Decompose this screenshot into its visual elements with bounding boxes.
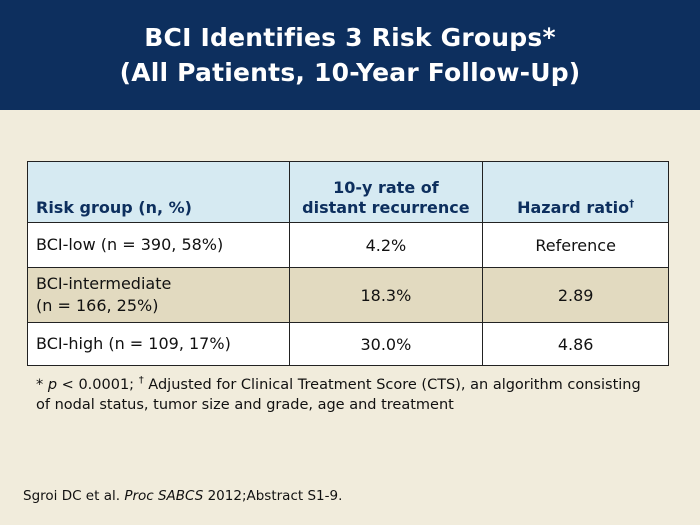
footnote: * p < 0.0001; † Adjusted for Clinical Tr…	[36, 375, 656, 415]
cell-risk-group: BCI-intermediate (n = 166, 25%)	[27, 267, 290, 323]
table-row-bci-low: BCI-low (n = 390, 58%) 4.2% Reference	[27, 222, 669, 268]
citation-journal: Proc SABCS	[124, 488, 204, 504]
table-header-row: Risk group (n, %) 10-y rate of distant r…	[27, 161, 669, 223]
cell-hazard-ratio: Reference	[482, 222, 669, 268]
header-risk-group: Risk group (n, %)	[27, 161, 290, 223]
header-hazard-label: Hazard ratio	[517, 198, 630, 217]
cell-risk-group-line-1: BCI-intermediate	[36, 274, 172, 293]
table-row-bci-high: BCI-high (n = 109, 17%) 30.0% 4.86	[27, 322, 669, 366]
dagger-mark: †	[629, 198, 635, 210]
cell-recurrence-rate: 4.2%	[288, 222, 484, 268]
footnote-star: *	[36, 377, 48, 393]
citation-rest: 2012;Abstract S1-9.	[203, 488, 343, 504]
title-banner: BCI Identifies 3 Risk Groups* (All Patie…	[0, 0, 700, 110]
cell-risk-group-line-2: (n = 166, 25%)	[36, 296, 159, 315]
slide-title-line-1: BCI Identifies 3 Risk Groups*	[144, 23, 556, 52]
footnote-p: p	[47, 377, 58, 393]
cell-risk-group: BCI-high (n = 109, 17%)	[27, 322, 290, 366]
header-recurrence-rate: 10-y rate of distant recurrence	[288, 161, 484, 223]
citation-authors: Sgroi DC et al.	[23, 488, 125, 504]
cell-risk-group: BCI-low (n = 390, 58%)	[27, 222, 290, 268]
cell-hazard-ratio: 4.86	[482, 322, 669, 366]
cell-recurrence-rate: 30.0%	[288, 322, 484, 366]
footnote-p-value: < 0.0001;	[57, 377, 139, 393]
cell-recurrence-rate: 18.3%	[288, 267, 484, 323]
citation: Sgroi DC et al. Proc SABCS 2012;Abstract…	[23, 488, 342, 504]
slide-title-line-2: (All Patients, 10-Year Follow-Up)	[119, 58, 581, 87]
footnote-dagger: †	[138, 375, 144, 387]
header-hazard-ratio: Hazard ratio†	[482, 161, 669, 223]
header-rate-line-1: 10-y rate of	[333, 178, 439, 197]
table-row-bci-intermediate: BCI-intermediate (n = 166, 25%) 18.3% 2.…	[27, 267, 669, 323]
risk-group-table: Risk group (n, %) 10-y rate of distant r…	[27, 161, 669, 366]
header-rate-line-2: distant recurrence	[302, 198, 470, 217]
footnote-text: Adjusted for Clinical Treatment Score (C…	[36, 377, 641, 413]
cell-hazard-ratio: 2.89	[482, 267, 669, 323]
